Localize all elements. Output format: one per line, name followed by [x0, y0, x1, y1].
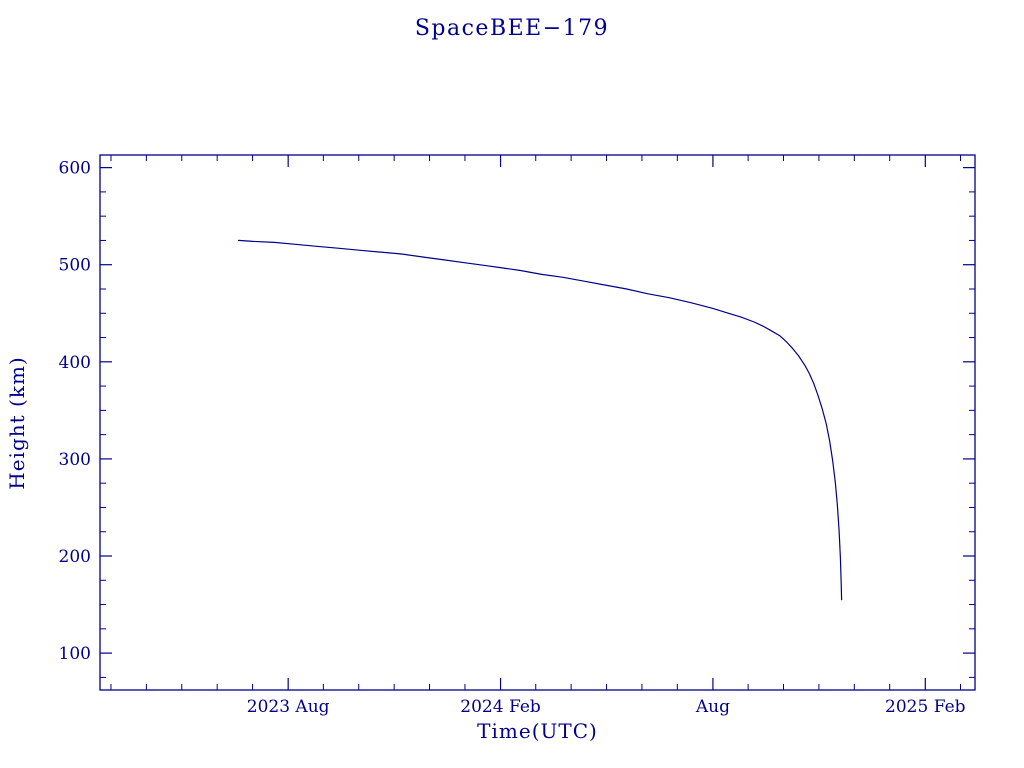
y-axis-tick-label: 300 — [59, 450, 91, 470]
chart-title: SpaceBEE−179 — [414, 16, 610, 41]
decay-curve — [237, 239, 843, 601]
y-axis-tick-label: 500 — [59, 256, 91, 276]
plot-border — [99, 154, 976, 691]
x-axis-tick-label: 2024 Feb — [460, 697, 541, 717]
x-axis-label: Time(UTC) — [477, 719, 598, 743]
x-axis-tick-label: Aug — [695, 697, 730, 717]
y-axis-tick-label: 400 — [59, 353, 91, 373]
y-axis-tick-label: 600 — [59, 159, 91, 179]
y-axis-tick-label: 100 — [59, 644, 91, 664]
x-axis-tick-label: 2023 Aug — [247, 697, 330, 717]
x-axis-tick-label: 2025 Feb — [885, 697, 966, 717]
y-axis-tick-label: 200 — [59, 547, 91, 567]
